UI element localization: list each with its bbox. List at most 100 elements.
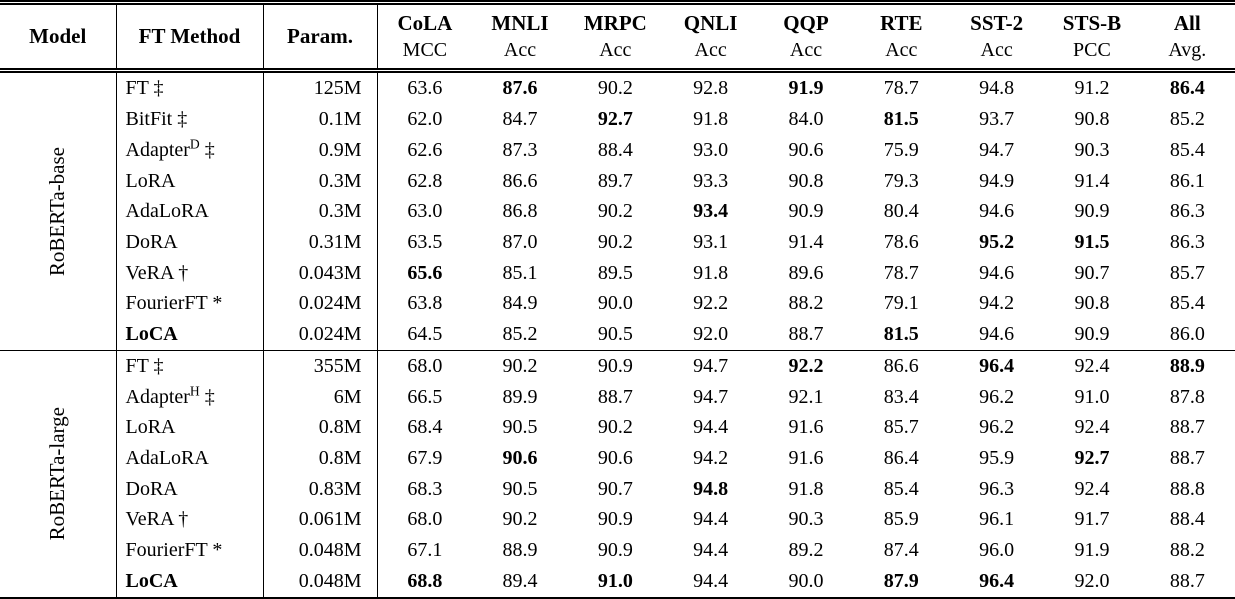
metric-value-cell: 94.4: [693, 539, 729, 562]
metric-value-cell: 95.9: [979, 447, 1015, 470]
metric-name: PCC: [1073, 39, 1111, 61]
ft-method-name: AdaLoRA: [125, 200, 209, 223]
metric-value-cell: 86.8: [502, 200, 538, 223]
ft-method-name: DoRA: [125, 231, 178, 254]
ft-method-cell: LoRA: [116, 412, 264, 444]
metric-value-cell: 85.2: [1169, 108, 1205, 131]
metric-value-cell: 92.0: [1074, 569, 1110, 592]
metric-value-cell: 87.3: [502, 139, 538, 161]
ft-method-name: VeRA: [125, 261, 174, 284]
metric-value-cell: 62.8: [407, 169, 443, 192]
param-count-cell: 0.024M: [263, 319, 378, 351]
ft-method-name: DoRA: [125, 477, 178, 500]
metric-value-cell: 91.5: [1074, 231, 1110, 254]
param-count-cell: 6M: [263, 381, 378, 413]
metric-value-cell: 95.2: [979, 231, 1015, 254]
task-name: MNLI: [491, 11, 549, 35]
table-row: AdapterD ‡ 0.9M 62.6 87.3 88.4 93.0 90.6 75.9 94…: [0, 135, 1235, 166]
metric-value-cell: 86.6: [502, 169, 538, 192]
table-row: LoCA 0.048M 68.8 89.4 91.0 94.4 90.0 87.9 96.4 92…: [0, 565, 1235, 598]
metric-value-cell: 90.5: [502, 477, 538, 500]
metric-value-cell: 90.3: [788, 508, 824, 531]
metric-name: Acc: [503, 39, 537, 61]
metric-value-cell: 86.1: [1169, 169, 1205, 192]
metric-value-cell: 86.3: [1169, 231, 1205, 254]
table-row: DoRA 0.83M 68.3 90.5 90.7 94.8 91.8 85.4 96.3 92.…: [0, 473, 1235, 505]
table-row: LoCA 0.024M 64.5 85.2 90.5 92.0 88.7 81.5 94.6 90…: [0, 319, 1235, 351]
metric-value-cell: 91.4: [788, 231, 824, 254]
metric-value-cell: 90.6: [788, 139, 824, 161]
metric-value-cell: 89.9: [502, 385, 538, 408]
metric-value-cell: 94.4: [693, 508, 729, 531]
metric-value-cell: 90.2: [597, 416, 633, 439]
metric-value-cell: 84.9: [502, 292, 538, 315]
ft-method-name: FT: [125, 354, 149, 377]
metric-value-cell: 94.6: [979, 261, 1015, 284]
col-header-mrpc: MRPC Acc: [567, 2, 663, 73]
metric-name: Acc: [885, 39, 918, 61]
task-name: MRPC: [583, 11, 647, 35]
table-row: DoRA 0.31M 63.5 87.0 90.2 93.1 91.4 78.6 95.2 91.…: [0, 227, 1235, 258]
metric-value-cell: 75.9: [883, 139, 919, 161]
metric-value-cell: 93.4: [693, 200, 729, 223]
col-header-rte: RTE Acc: [853, 2, 949, 73]
metric-value-cell: 87.8: [1169, 385, 1205, 408]
metric-value-cell: 85.9: [883, 508, 919, 531]
metric-value-cell: 88.7: [597, 385, 633, 408]
ft-method-cell: AdapterD ‡: [116, 135, 264, 166]
metric-value-cell: 81.5: [883, 108, 919, 131]
ft-method-cell: AdaLoRA: [116, 196, 264, 228]
task-name: RTE: [880, 11, 923, 35]
metric-value-cell: 88.7: [1169, 416, 1205, 439]
table-row: RoBERTa-large FT ‡ 355M 68.0 90.2 90.9 94.7 92.…: [0, 350, 1235, 598]
rotated-model-name: RoBERTa-large: [45, 407, 70, 541]
metric-value-cell: 67.1: [407, 539, 443, 562]
metric-value-cell: 84.0: [788, 108, 824, 131]
metric-value-cell: 90.2: [502, 508, 538, 531]
metric-value-cell: 96.2: [979, 416, 1015, 439]
metric-value-cell: 91.4: [1074, 169, 1110, 192]
metric-value-cell: 88.7: [1169, 447, 1205, 470]
metric-value-cell: 78.7: [883, 261, 919, 284]
metric-value-cell: 86.4: [1169, 77, 1205, 100]
metric-value-cell: 84.7: [502, 108, 538, 131]
metric-value-cell: 90.2: [597, 200, 633, 223]
metric-value-cell: 96.4: [979, 569, 1015, 592]
ft-method-name: LoRA: [125, 416, 176, 439]
metric-value-cell: 90.9: [597, 539, 633, 562]
table-row: LoRA 0.8M 68.4 90.5 90.2 94.4 91.6 85.7 96.2 92.4…: [0, 412, 1235, 444]
metric-value-cell: 90.9: [1074, 200, 1110, 223]
table-row: RoBERTa-base FT ‡ 125M 63.6 87.6 90.2 92.8 91.9…: [0, 70, 1235, 351]
metric-value-cell: 92.4: [1044, 350, 1140, 382]
metric-value-cell: 78.7: [883, 77, 919, 100]
param-count-cell: 125M: [263, 70, 378, 105]
ft-method-cell: VeRA †: [116, 257, 264, 289]
metric-value-cell: 96.3: [979, 477, 1015, 500]
ft-method-name: FourierFT: [125, 539, 208, 562]
metric-value-cell: 89.2: [788, 539, 824, 562]
metric-value-cell: 94.4: [693, 569, 729, 592]
metric-value-cell: 62.0: [407, 108, 443, 131]
metric-value-cell: 90.3: [1074, 139, 1110, 161]
param-count-cell: 0.83M: [263, 473, 378, 505]
metric-value-cell: 68.4: [407, 416, 443, 439]
ft-method-cell: FourierFT *: [116, 535, 264, 566]
table-header: Model FT Method Param. CoLA MCC MNLI Acc MRP…: [0, 2, 1235, 73]
table-row: AdaLoRA 0.3M 63.0 86.8 90.2 93.4 90.9 80.4 94.6 9…: [0, 196, 1235, 228]
param-count-cell: 0.061M: [263, 504, 378, 536]
metric-value-cell: 63.6: [407, 77, 443, 100]
metric-value-cell: 90.0: [788, 569, 824, 592]
task-name: QNLI: [683, 11, 738, 35]
metric-value-cell: 63.8: [407, 292, 443, 315]
metric-value-cell: 62.6: [407, 139, 443, 161]
col-header-qqp: QQP Acc: [758, 2, 854, 73]
rotated-model-name: RoBERTa-base: [45, 146, 70, 277]
metric-value-cell: 94.8: [979, 77, 1015, 100]
metric-value-cell: 92.4: [1074, 416, 1110, 439]
metric-value-cell: 96.1: [979, 508, 1015, 531]
ft-method-name: LoCA: [125, 323, 178, 346]
ft-method-name: FourierFT: [125, 292, 208, 315]
ft-method-name: FT: [125, 77, 149, 100]
col-header-all: All Avg.: [1139, 2, 1235, 73]
